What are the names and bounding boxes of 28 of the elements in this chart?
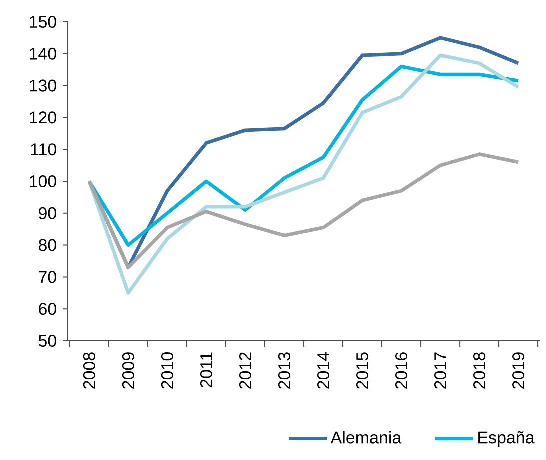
x-tick-label: 2010	[161, 352, 174, 389]
x-tick-label: 2019	[512, 352, 525, 389]
x-tick-label: 2011	[200, 352, 213, 388]
x-tick-label: 2015	[356, 352, 369, 389]
y-tick-label: 120	[30, 112, 56, 124]
x-tick-label: 2016	[396, 352, 408, 389]
y-tick-label: 80	[38, 239, 56, 252]
y-tick-label: 90	[39, 207, 56, 220]
y-tick-label: 130	[30, 80, 56, 92]
x-tick-label: 2014	[317, 352, 330, 389]
x-tick-label: 2008	[83, 352, 96, 389]
y-tick-label: 110	[31, 144, 56, 156]
x-tick-label: 2012	[239, 352, 252, 389]
legend-label: España	[478, 431, 535, 448]
line-series	[88, 152, 520, 270]
legend-label: Alemania	[330, 431, 402, 444]
x-tick-label: 2009	[122, 352, 134, 389]
y-tick-label: 70	[39, 271, 56, 284]
y-tick-label: 100	[30, 175, 56, 188]
line-series	[88, 64, 520, 248]
y-tick-label: 140	[30, 48, 56, 60]
x-tick-label: 2013	[278, 352, 291, 389]
x-tick-label: 2018	[474, 352, 486, 389]
line-series	[88, 54, 520, 295]
y-tick-label: 60	[39, 303, 56, 316]
x-tick-label: 2017	[434, 352, 447, 389]
y-tick-label: 150	[30, 16, 56, 28]
y-tick-label: 50	[38, 334, 56, 348]
